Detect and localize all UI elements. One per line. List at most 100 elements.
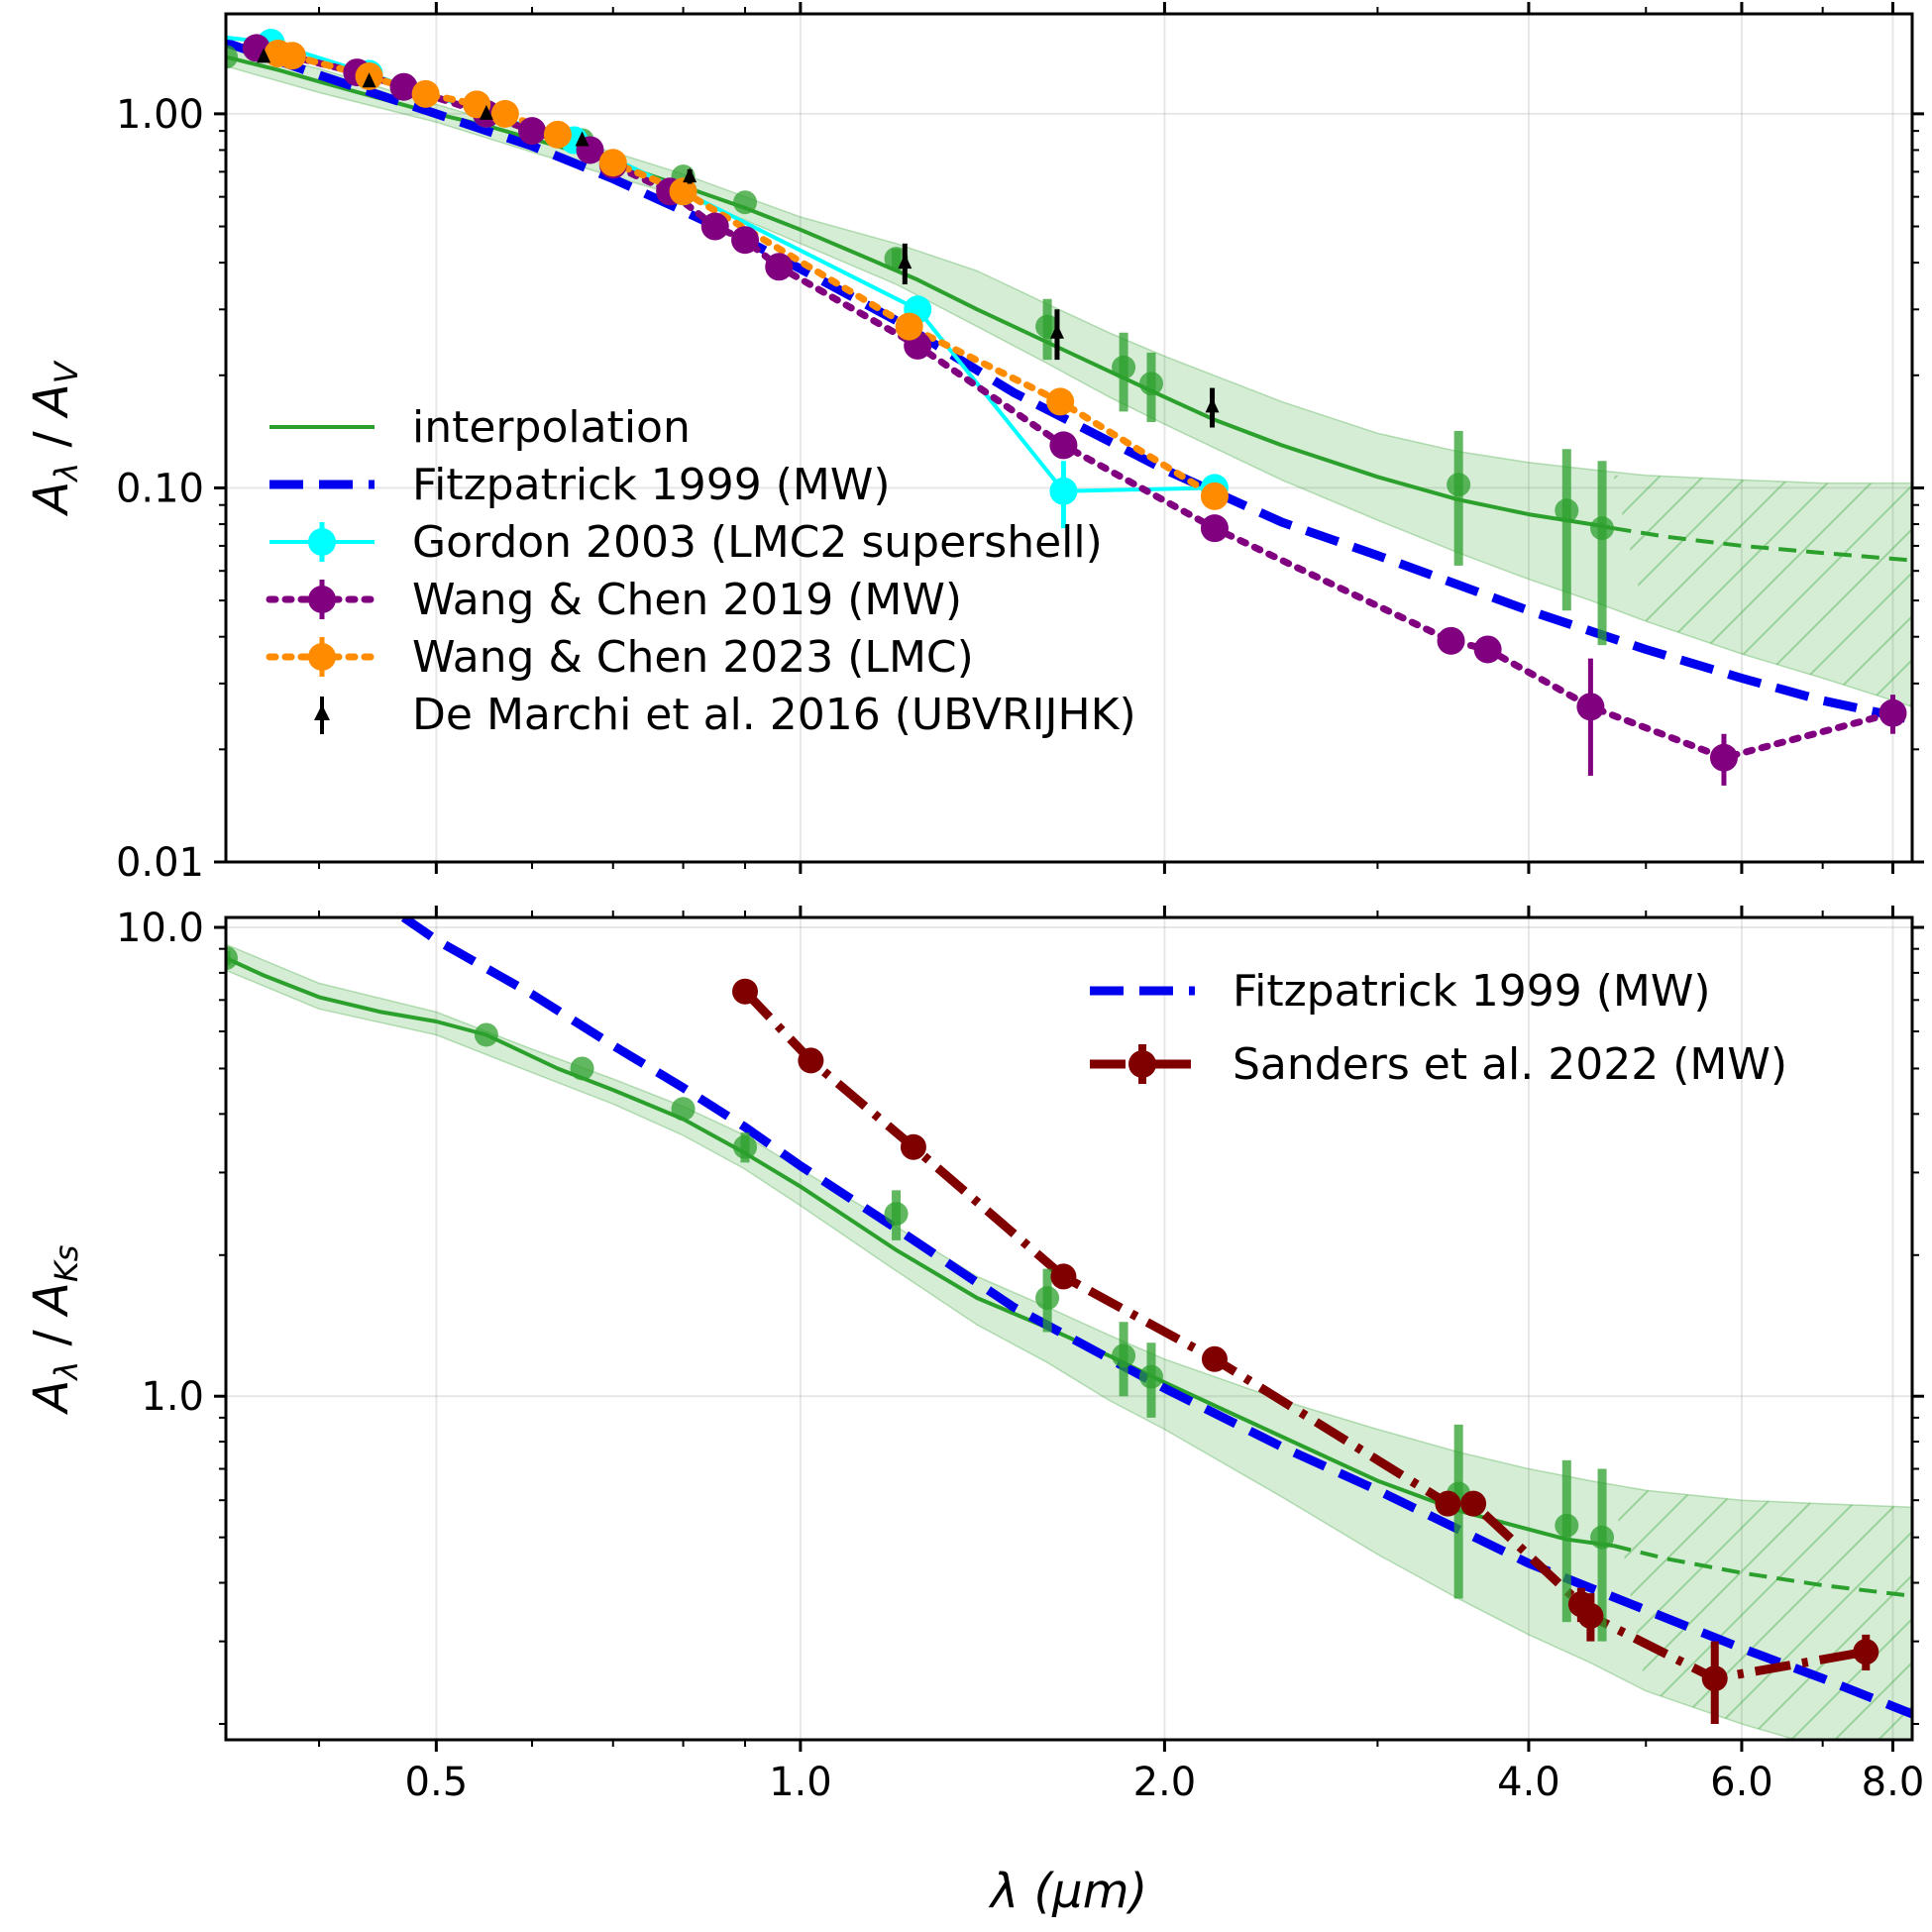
bottom-series-sanders-et-al-2022-mw-marker bbox=[1460, 1490, 1487, 1517]
top-legend-de-marchi-et-al-2016-ubvrijhk-label: De Marchi et al. 2016 (UBVRIJHK) bbox=[412, 690, 1136, 740]
bottom-series-sanders-et-al-2022-mw-marker bbox=[1201, 1345, 1228, 1372]
bottom-series-sanders-et-al-2022-mw-marker bbox=[798, 1047, 824, 1074]
top-series-wang-chen-2019-mw-marker bbox=[765, 253, 794, 281]
top-legend: interpolation Fitzpatrick 1999 (MW) Gordon… bbox=[266, 402, 1136, 740]
top-ylabel: Aλ / AV bbox=[24, 360, 85, 516]
bottom-series-fitzpatrick-1999-mw-line bbox=[400, 917, 1912, 1719]
top-series-de-marchi-et-al-2016-ubvrijhk-marker bbox=[479, 104, 493, 120]
top-series-extrapolation-line bbox=[1613, 526, 1912, 563]
top-legend-wang-chen-2019-mw-label: Wang & Chen 2019 (MW) bbox=[412, 575, 962, 625]
bottom-interp-point bbox=[671, 1097, 696, 1122]
top-series-de-marchi-et-al-2016-ubvrijhk-marker bbox=[1205, 397, 1220, 413]
bottom-xtick-label: 0.5 bbox=[405, 1760, 469, 1805]
top-series-de-marchi-et-al-2016-ubvrijhk-marker bbox=[257, 48, 271, 63]
bottom-legend-sanders-et-al-2022-mw-marker bbox=[1128, 1050, 1156, 1078]
top-ytick-label: 0.10 bbox=[116, 466, 204, 511]
top-series-wang-chen-2019-mw-marker bbox=[1709, 743, 1738, 772]
top-series-wang-chen-2019-mw-marker bbox=[1473, 635, 1502, 664]
top-series-wang-chen-2019-mw-marker bbox=[1200, 514, 1229, 543]
top-legend-de-marchi-et-al-2016-ubvrijhk-marker bbox=[314, 704, 330, 720]
bottom-series-sanders-et-al-2022-mw-marker bbox=[1853, 1639, 1879, 1665]
top-legend-gordon-2003-lmc2-supershell-marker bbox=[308, 528, 336, 556]
top-series-wang-chen-2019-mw-marker bbox=[518, 117, 547, 146]
top-series-wang-chen-2023-lmc-marker bbox=[598, 149, 627, 177]
top-legend-gordon-2003-lmc2-supershell-label: Gordon 2003 (LMC2 supershell) bbox=[412, 517, 1103, 568]
top-series-de-marchi-et-al-2016-ubvrijhk-marker bbox=[575, 131, 590, 147]
top-series-de-marchi-et-al-2016-ubvrijhk-marker bbox=[683, 167, 698, 183]
bottom-legend-sanders-et-al-2022-mw-label: Sanders et al. 2022 (MW) bbox=[1233, 1039, 1787, 1090]
bottom-interp-point bbox=[1555, 1513, 1579, 1538]
top-series-wang-chen-2023-lmc-marker bbox=[1200, 482, 1229, 510]
top-interp-point bbox=[1590, 516, 1615, 541]
bottom-xtick-label: 2.0 bbox=[1133, 1760, 1197, 1805]
bottom-xtick-label: 6.0 bbox=[1710, 1760, 1773, 1805]
top-axes-frame bbox=[224, 12, 1914, 864]
top-series-de-marchi-et-al-2016-ubvrijhk-marker bbox=[362, 72, 376, 88]
bottom-series-sanders-et-al-2022-mw-marker bbox=[1701, 1665, 1728, 1692]
bottom-interp-point bbox=[570, 1056, 594, 1081]
bottom-series-sanders-et-al-2022-mw-marker bbox=[1577, 1602, 1604, 1629]
top-interp-point bbox=[1138, 372, 1163, 396]
bottom-ticks: 0.5 1.0 2.0 4.0 6.0 8.0 1.0 10.0 bbox=[116, 906, 1924, 1805]
panel-bottom: 0.5 1.0 2.0 4.0 6.0 8.0 1.0 10.0 Aλ / AKs Fitzp… bbox=[24, 906, 1924, 1805]
bottom-interp-point bbox=[1035, 1286, 1060, 1311]
bottom-series-interpolation-line bbox=[226, 956, 1614, 1549]
top-legend-interpolation-label: interpolation bbox=[412, 402, 691, 453]
top-series-wang-chen-2019-mw-marker bbox=[389, 72, 418, 101]
top-series-wang-chen-2023-lmc-marker bbox=[669, 177, 698, 206]
bottom-interp-point bbox=[226, 946, 238, 971]
top-ytick-label: 1.00 bbox=[116, 92, 204, 138]
top-series-wang-chen-2023-lmc-marker bbox=[543, 120, 572, 149]
bottom-xtick-label: 1.0 bbox=[769, 1760, 832, 1805]
top-legend-wang-chen-2023-lmc-label: Wang & Chen 2023 (LMC) bbox=[412, 632, 974, 683]
bottom-interp-point bbox=[1590, 1525, 1615, 1550]
top-plot-area bbox=[226, 29, 1912, 786]
bottom-interp-point bbox=[474, 1022, 498, 1047]
top-interp-point bbox=[733, 190, 758, 215]
bottom-ytick-label: 1.0 bbox=[141, 1374, 204, 1420]
bottom-interp-point bbox=[733, 1134, 758, 1159]
top-series-de-marchi-et-al-2016-ubvrijhk-marker bbox=[898, 254, 912, 269]
top-ticks: 0.01 0.10 1.00 bbox=[116, 2, 1924, 886]
bottom-series-sanders-et-al-2022-mw-marker bbox=[900, 1133, 926, 1160]
top-series-de-marchi-et-al-2016-ubvrijhk-marker bbox=[1049, 323, 1064, 339]
top-interp-point bbox=[1112, 355, 1136, 379]
bottom-plot-area bbox=[226, 917, 1912, 1740]
top-extrapolation-hatch bbox=[1613, 475, 1912, 707]
top-legend-wang-chen-2023-lmc-marker bbox=[308, 643, 336, 671]
top-series-wang-chen-2023-lmc-marker bbox=[277, 42, 306, 70]
top-series-gordon-2003-lmc2-supershell-marker bbox=[1049, 477, 1078, 505]
x-axis-label: λ (μm) bbox=[988, 1864, 1147, 1919]
top-interp-point bbox=[226, 45, 238, 69]
top-series-wang-chen-2019-mw-marker bbox=[1049, 431, 1078, 460]
top-series-wang-chen-2019-mw-marker bbox=[1437, 626, 1465, 655]
bottom-legend-fitzpatrick-1999-mw-label: Fitzpatrick 1999 (MW) bbox=[1233, 966, 1711, 1017]
bottom-xtick-label: 4.0 bbox=[1497, 1760, 1560, 1805]
bottom-series-extrapolation-line bbox=[1613, 1544, 1912, 1598]
top-legend-wang-chen-2019-mw-marker bbox=[308, 586, 336, 613]
top-series-wang-chen-2019-mw-marker bbox=[1878, 698, 1907, 727]
bottom-interp-point bbox=[1138, 1364, 1163, 1389]
panel-top: 0.01 0.10 1.00 Aλ / AV interpolation Fitzpa… bbox=[24, 2, 1924, 886]
top-uncertainty-band bbox=[226, 47, 1912, 708]
top-ytick-label: 0.01 bbox=[116, 840, 204, 886]
top-legend-fitzpatrick-1999-mw-label: Fitzpatrick 1999 (MW) bbox=[412, 460, 891, 510]
top-series-wang-chen-2019-mw-marker bbox=[700, 212, 729, 241]
top-series-wang-chen-2023-lmc-marker bbox=[490, 99, 519, 128]
top-series-wang-chen-2023-lmc-marker bbox=[1046, 387, 1075, 416]
bottom-extrapolation-hatch bbox=[1613, 1490, 1912, 1740]
bottom-series-sanders-et-al-2022-mw-marker bbox=[1050, 1263, 1077, 1290]
bottom-interp-point bbox=[884, 1202, 909, 1227]
top-interp-point bbox=[1447, 473, 1471, 497]
top-interp-point bbox=[1555, 498, 1579, 523]
bottom-series-sanders-et-al-2022-mw-marker bbox=[1435, 1490, 1461, 1517]
bottom-interp-point bbox=[1112, 1343, 1136, 1368]
top-series-wang-chen-2023-lmc-marker bbox=[895, 312, 923, 341]
top-series-wang-chen-2019-mw-marker bbox=[731, 226, 760, 255]
bottom-xtick-label: 8.0 bbox=[1862, 1760, 1925, 1805]
bottom-series-sanders-et-al-2022-mw-marker bbox=[732, 978, 759, 1005]
bottom-legend: Fitzpatrick 1999 (MW) Sanders et al. 2022… bbox=[1090, 966, 1787, 1090]
bottom-axes-frame bbox=[224, 915, 1914, 1742]
bottom-ytick-label: 10.0 bbox=[116, 906, 204, 951]
